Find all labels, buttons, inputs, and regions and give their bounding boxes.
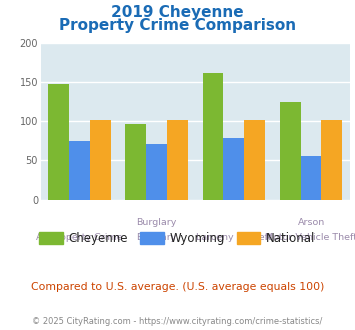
- Text: Motor Vehicle Theft: Motor Vehicle Theft: [265, 233, 355, 242]
- Text: All Property Crime: All Property Crime: [36, 233, 123, 242]
- Text: Property Crime Comparison: Property Crime Comparison: [59, 18, 296, 33]
- Text: © 2025 CityRating.com - https://www.cityrating.com/crime-statistics/: © 2025 CityRating.com - https://www.city…: [32, 317, 323, 326]
- Text: Burglary: Burglary: [136, 233, 177, 242]
- Text: Compared to U.S. average. (U.S. average equals 100): Compared to U.S. average. (U.S. average …: [31, 282, 324, 292]
- Bar: [48, 84, 69, 200]
- Bar: [280, 102, 301, 200]
- Legend: Cheyenne, Wyoming, National: Cheyenne, Wyoming, National: [34, 227, 321, 250]
- Bar: [125, 124, 146, 200]
- Bar: [301, 156, 322, 200]
- Bar: [223, 138, 244, 200]
- Bar: [203, 73, 223, 200]
- Text: Arson: Arson: [297, 218, 325, 227]
- Bar: [146, 144, 167, 200]
- Text: Burglary: Burglary: [136, 218, 177, 227]
- Bar: [69, 141, 90, 200]
- Bar: [167, 120, 188, 200]
- Text: 2019 Cheyenne: 2019 Cheyenne: [111, 5, 244, 20]
- Text: Larceny & Theft: Larceny & Theft: [196, 233, 272, 242]
- Bar: [322, 120, 342, 200]
- Bar: [244, 120, 265, 200]
- Bar: [90, 120, 111, 200]
